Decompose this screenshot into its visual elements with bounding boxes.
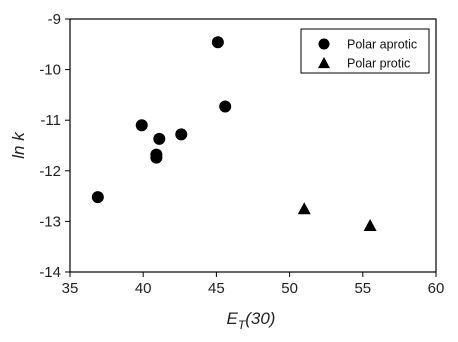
data-point-circle [91,191,104,204]
y-axis: -14 -13 -12 -11 -10 -9 [39,11,70,281]
data-point-triangle [297,202,311,215]
x-axis-title-suffix: (30) [245,309,275,328]
x-tick-label: 35 [62,280,79,297]
data-points [91,36,377,231]
y-axis-title: ln k [9,131,28,159]
y-tick-label: -10 [39,62,61,79]
x-tick-label: 55 [354,280,371,297]
data-point-circle [175,128,188,141]
y-tick-label: -14 [39,264,61,281]
data-point-circle [219,100,232,113]
data-point-circle [211,36,224,49]
data-point-circle [153,132,166,145]
data-point-circle [135,119,148,132]
x-axis-title-subscript: T [238,318,247,332]
data-point-circle [150,151,163,164]
data-point-triangle [363,218,377,231]
legend-marker-triangle [318,57,330,69]
legend-label: Polar protic [347,57,410,71]
legend-label: Polar aprotic [347,38,417,52]
x-tick-label: 45 [208,280,225,297]
legend: Polar aprotic Polar protic [300,28,430,74]
y-tick-label: -11 [40,112,61,129]
legend-marker-circle [318,38,330,50]
x-tick-label: 40 [135,280,152,297]
plot-area [69,18,437,273]
x-axis-title-main: E [227,309,239,328]
x-tick-label: 60 [428,280,445,297]
x-tick-label: 50 [281,280,298,297]
x-axis-title: ET(30) [227,309,276,332]
y-tick-label: -12 [39,163,61,180]
plot-frame [69,18,437,273]
y-tick-label: -13 [39,213,61,230]
y-tick-label: -9 [48,11,61,28]
x-axis: 35 40 45 50 55 60 [62,272,445,297]
